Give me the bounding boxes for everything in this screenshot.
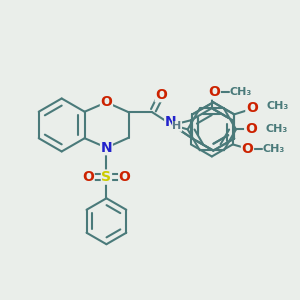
Text: O: O — [245, 122, 256, 136]
Text: O: O — [208, 85, 220, 99]
Text: O: O — [242, 142, 254, 156]
Text: O: O — [246, 101, 258, 116]
Text: O: O — [100, 95, 112, 109]
Text: N: N — [100, 141, 112, 154]
Text: O: O — [155, 88, 167, 102]
Text: S: S — [101, 170, 111, 184]
Text: CH₃: CH₃ — [267, 100, 289, 110]
Text: CH₃: CH₃ — [266, 124, 288, 134]
Text: N: N — [165, 115, 176, 129]
Text: H: H — [172, 122, 182, 131]
Text: O: O — [119, 170, 130, 184]
Text: CH₃: CH₃ — [262, 144, 284, 154]
Text: O: O — [82, 170, 94, 184]
Text: CH₃: CH₃ — [230, 87, 252, 97]
